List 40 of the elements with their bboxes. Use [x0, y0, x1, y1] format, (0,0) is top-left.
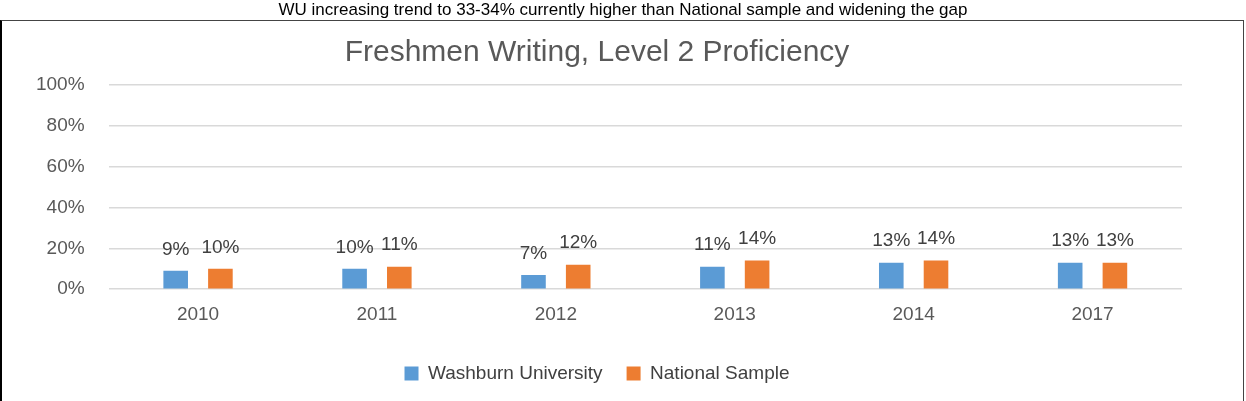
bar [1102, 262, 1128, 289]
text: WU increasing trend to 33-34% currently higher than National sample and widening the gap [277, 0, 969, 20]
x-tick-label: 2014 [892, 302, 936, 324]
data-label: 13% [872, 229, 911, 251]
bar [878, 262, 904, 289]
data-label: 11% [694, 233, 731, 255]
y-tick-label: 20% [46, 236, 85, 258]
bar [342, 268, 367, 289]
data-label: 13% [1051, 229, 1090, 251]
x-tick-label: 2012 [534, 302, 577, 324]
data-label: 7% [519, 241, 548, 263]
legend-label: National Sample [650, 361, 790, 383]
bar [387, 266, 412, 289]
bar [208, 268, 233, 289]
y-tick-label: 40% [46, 195, 85, 217]
data-label: 14% [917, 227, 956, 249]
x-tick-label: 2011 [356, 302, 398, 324]
y-tick-label: 60% [46, 154, 85, 176]
data-label: 9% [161, 237, 190, 259]
data-label: 10% [335, 235, 374, 257]
y-tick-label: 100% [35, 73, 85, 95]
y-tick-label: 0% [57, 277, 85, 299]
bar [923, 260, 949, 289]
bar [565, 264, 591, 289]
bar [1057, 262, 1083, 289]
bar [700, 266, 725, 289]
bar [521, 274, 546, 289]
bar [744, 260, 770, 289]
legend-label: Washburn University [428, 361, 604, 383]
data-label: 12% [559, 231, 598, 253]
x-tick-label: 2013 [713, 302, 756, 324]
chart-title: Freshmen Writing, Level 2 Proficiency [344, 34, 850, 68]
data-label: 10% [201, 235, 240, 257]
data-label: 13% [1095, 229, 1135, 251]
bar [163, 270, 188, 289]
y-tick-label: 80% [46, 114, 85, 136]
x-tick-label: 2010 [176, 302, 220, 324]
data-label: 11% [381, 233, 418, 255]
x-tick-label: 2017 [1071, 302, 1114, 324]
data-label: 14% [738, 227, 777, 249]
